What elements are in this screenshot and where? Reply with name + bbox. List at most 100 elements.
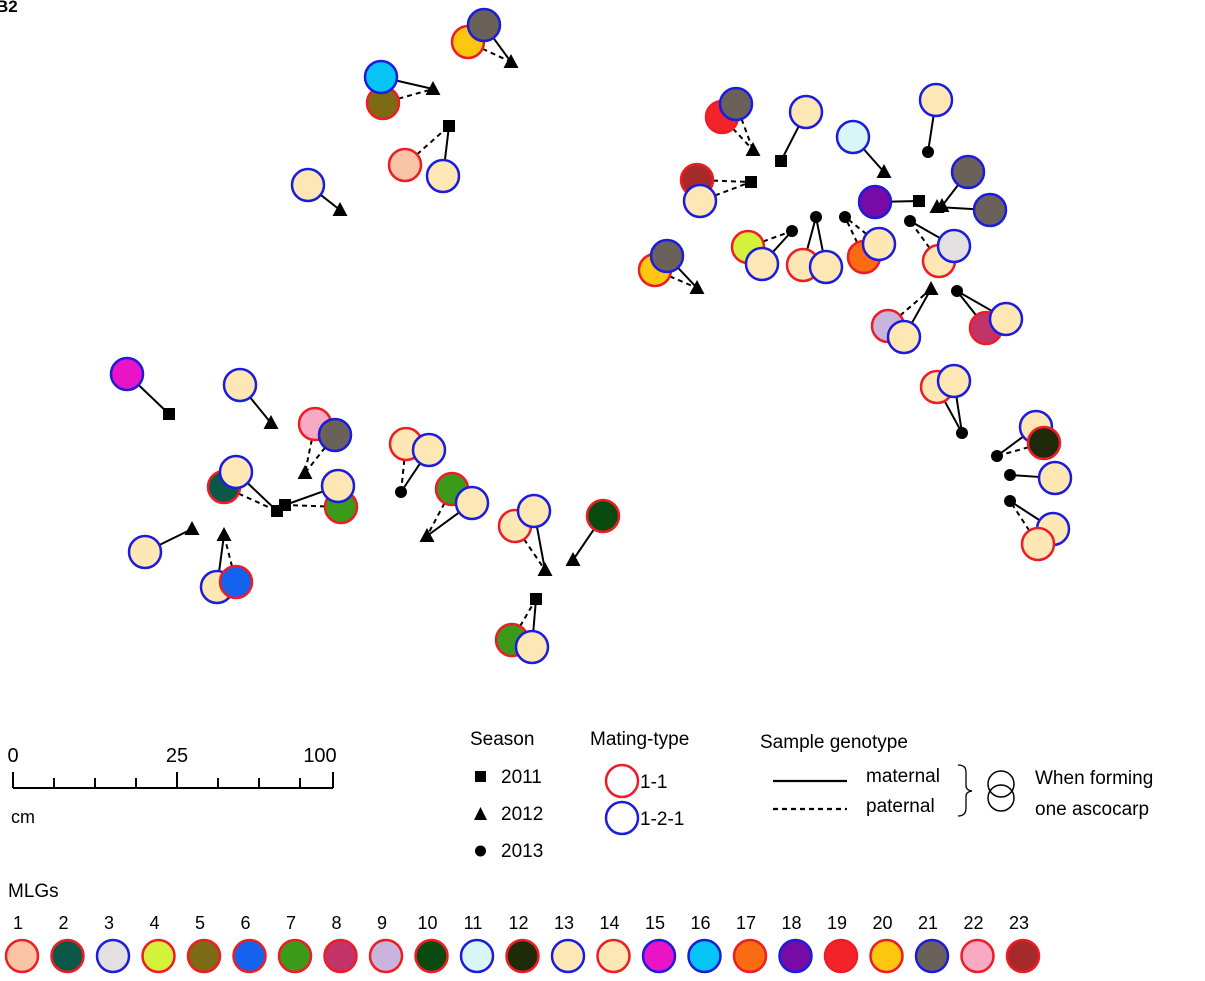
sample-mlg-13	[936, 363, 972, 399]
map-layer	[109, 7, 1073, 665]
season-2012-site-marker	[263, 415, 279, 429]
sample-mlg-13	[516, 493, 552, 529]
ascocarp-icon-top	[987, 770, 1015, 798]
sample-mlg-13	[127, 534, 163, 570]
mlg-swatch-11	[459, 938, 495, 974]
scale-unit-label: cm	[11, 807, 35, 827]
mating-type-legend: Mating-type 1-1 1-2-1	[590, 729, 689, 836]
sample-mlg-13	[514, 629, 550, 665]
season-2011-label: 2011	[501, 767, 542, 788]
mlg-number-4: 4	[149, 913, 159, 933]
sample-mlg-10	[585, 498, 621, 534]
sample-mlg-21	[972, 192, 1008, 228]
mlg-number-15: 15	[645, 913, 665, 933]
maternal-link	[284, 490, 324, 506]
mlg-swatch-21	[914, 938, 950, 974]
paternal-label: paternal	[866, 796, 935, 817]
paternal-link	[416, 125, 450, 156]
sample-mlg-21	[317, 417, 353, 453]
season-2011-site-marker	[443, 120, 455, 132]
season-2012-site-marker	[503, 54, 519, 68]
season-2012-site-marker	[297, 465, 313, 479]
mlg-swatch-8	[323, 938, 358, 974]
sample-mlg-13	[682, 183, 718, 219]
paternal-link	[740, 118, 754, 151]
season-2012-site-marker	[184, 521, 200, 535]
mlg-number-9: 9	[377, 913, 387, 933]
maternal-link	[572, 528, 595, 561]
mlg-number-2: 2	[58, 913, 68, 933]
season-2012-site-marker	[689, 280, 705, 294]
mlg-swatch-20	[869, 938, 904, 974]
season-2012-site-marker	[332, 202, 348, 216]
scale-tick-label-100: 100	[303, 745, 336, 767]
mlg-swatch-5	[186, 938, 222, 974]
maternal-link	[396, 79, 434, 90]
mlg-swatch-17	[732, 938, 768, 974]
sample-mlg-6	[218, 564, 254, 600]
scale-tick-label-0: 0	[7, 745, 18, 767]
maternal-link	[943, 400, 963, 434]
season-2013-site-marker	[1004, 469, 1016, 481]
paternal-link	[714, 181, 752, 197]
season-2013-site-marker	[786, 225, 798, 237]
season-2012-site-marker	[745, 142, 761, 156]
season-2013-site-marker	[1004, 495, 1016, 507]
maternal-link	[319, 194, 341, 211]
sample-mlg-13	[1037, 460, 1073, 496]
mlg-number-18: 18	[781, 913, 801, 933]
paternal-link	[712, 179, 752, 183]
mlg-number-17: 17	[736, 913, 756, 933]
season-2013-site-marker	[904, 215, 916, 227]
sample-mlg-13	[320, 468, 356, 504]
paternal-link	[899, 288, 932, 317]
sample-mlg-13	[744, 246, 780, 282]
sample-mlg-21	[718, 86, 754, 122]
mlg-number-16: 16	[690, 913, 710, 933]
season-2011-site-marker	[913, 195, 925, 207]
mlg-swatch-7	[277, 938, 313, 974]
sample-mlg-12	[1026, 425, 1062, 461]
paternal-link	[398, 88, 434, 100]
season-2013-marker	[475, 845, 486, 857]
mlg-swatch-13	[550, 938, 586, 974]
sample-mlg-13	[861, 226, 897, 262]
mating-type-legend-title: Mating-type	[590, 729, 689, 750]
season-2013-site-marker	[991, 450, 1003, 462]
mating-type-1-1-marker	[604, 763, 640, 799]
mlg-number-12: 12	[508, 913, 528, 933]
mlg-swatch-16	[687, 938, 722, 974]
mlg-number-14: 14	[599, 913, 619, 933]
season-2012-site-marker	[425, 81, 441, 95]
season-2012-site-marker	[216, 527, 232, 541]
mlg-number-22: 22	[963, 913, 983, 933]
season-2011-site-marker	[745, 176, 757, 188]
ascocarp-note-line1: When forming	[1035, 768, 1153, 789]
sample-mlg-21	[950, 154, 986, 190]
mlg-legend-title: MLGs	[8, 881, 59, 902]
mating-type-1-2-1-marker	[604, 800, 640, 836]
mlg-swatch-3	[95, 938, 131, 974]
paternal-link	[238, 492, 278, 512]
sample-mlg-13	[425, 158, 461, 194]
sample-mlg-21	[466, 7, 502, 43]
season-2012-site-marker	[537, 562, 553, 576]
ascocarp-note-line2: one ascocarp	[1035, 799, 1149, 820]
mating-type-1-1-label: 1-1	[640, 772, 667, 793]
maternal-link	[677, 266, 698, 289]
sample-mlg-13	[218, 454, 254, 490]
season-2011-marker	[475, 771, 486, 782]
season-2012-site-marker	[419, 528, 435, 542]
mlg-swatch-10	[414, 938, 449, 974]
mlg-swatch-22	[960, 938, 995, 974]
mlg-swatch-2	[50, 938, 85, 974]
sample-mlg-13	[788, 94, 824, 130]
maternal-link	[956, 290, 993, 312]
mlg-number-1: 1	[13, 913, 23, 933]
season-2012-site-marker	[923, 281, 939, 295]
mlg-number-19: 19	[827, 913, 847, 933]
mlg-number-23: 23	[1009, 913, 1029, 933]
season-2013-site-marker	[956, 427, 968, 439]
sample-mlg-3	[936, 228, 972, 264]
paternal-link	[304, 446, 326, 474]
